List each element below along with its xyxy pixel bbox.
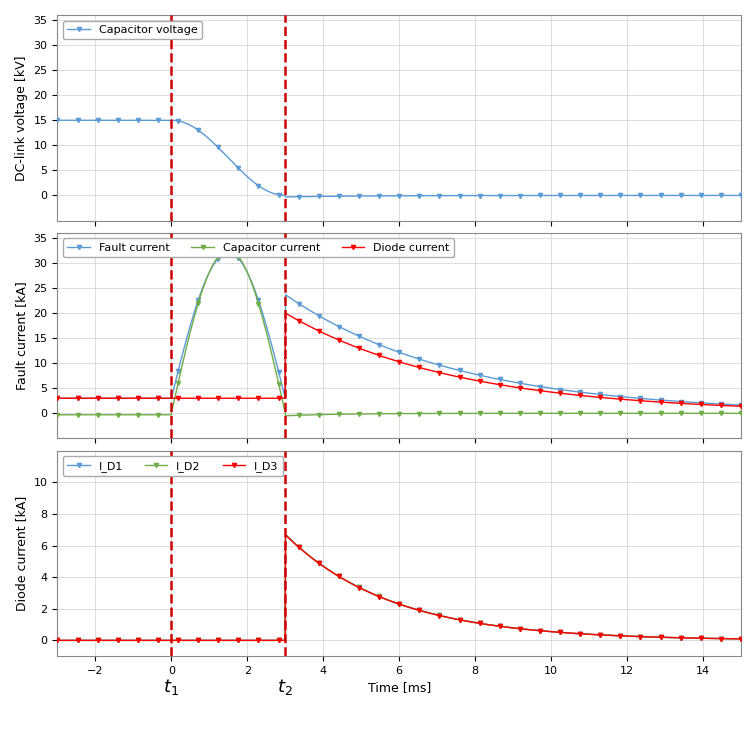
Legend: Fault current, Capacitor current, Diode current: Fault current, Capacitor current, Diode … bbox=[63, 239, 454, 257]
Text: $t_2$: $t_2$ bbox=[277, 677, 293, 697]
Legend: I_D1, I_D2, I_D3: I_D1, I_D2, I_D3 bbox=[63, 456, 283, 476]
Y-axis label: Fault current [kA]: Fault current [kA] bbox=[15, 282, 28, 390]
Legend: Capacitor voltage: Capacitor voltage bbox=[63, 21, 202, 39]
X-axis label: Time [ms]: Time [ms] bbox=[367, 681, 431, 695]
Y-axis label: Diode current [kA]: Diode current [kA] bbox=[15, 496, 28, 611]
Y-axis label: DC-link voltage [kV]: DC-link voltage [kV] bbox=[15, 55, 28, 180]
Text: $t_1$: $t_1$ bbox=[163, 677, 179, 697]
